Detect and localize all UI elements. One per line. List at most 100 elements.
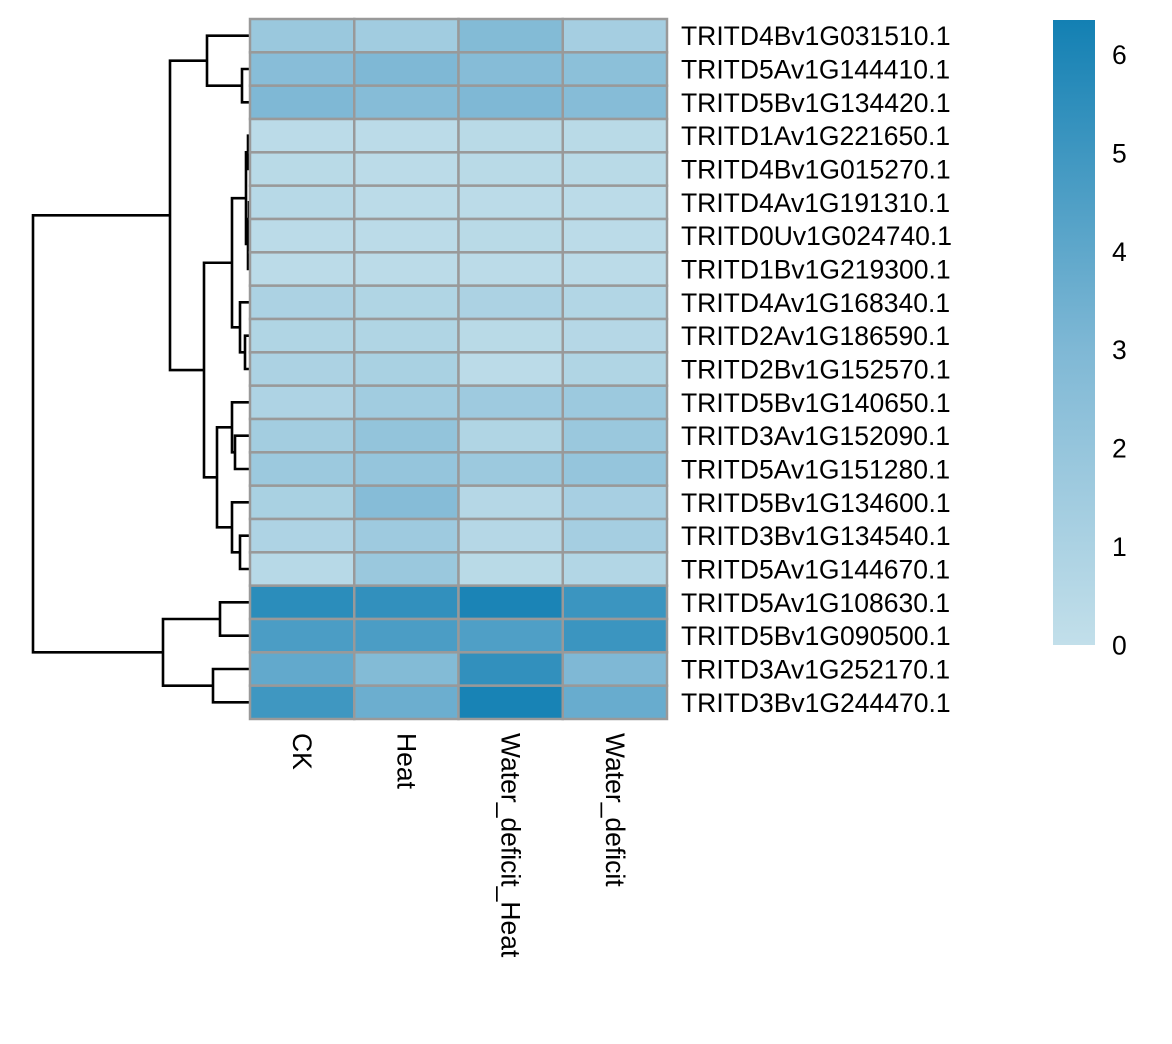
row-label: TRITD5Av1G144670.1 [681,555,950,585]
heatmap-cell [248,451,356,487]
heatmap-cell [561,484,669,521]
heatmap-cell [561,417,669,454]
heatmap-cell [353,51,460,87]
heatmap-cell [457,551,564,587]
heatmap-cells [248,17,669,721]
heatmap-cell [248,484,356,521]
row-label: TRITD5Bv1G134420.1 [681,88,951,118]
row-label: TRITD1Bv1G219300.1 [681,255,951,285]
heatmap-cell [248,584,356,621]
heatmap-cell [561,317,669,354]
color-legend-tick-label: 3 [1112,335,1127,365]
row-label: TRITD5Av1G151280.1 [681,455,950,485]
heatmap-cell [457,651,564,687]
dendrogram-branch [211,667,250,704]
heatmap-cell [457,84,564,121]
heatmap-cell [561,351,669,387]
heatmap-cell [353,17,460,54]
heatmap-cell [457,251,564,287]
heatmap-cell [561,51,669,87]
heatmap-cell [353,651,460,687]
dendrogram-branch [31,214,170,654]
color-legend-tick-label: 4 [1112,237,1127,267]
heatmap-cell [561,217,669,254]
color-legend: 0 1 2 3 4 5 6 [1053,20,1127,661]
heatmap-cell [248,184,356,221]
heatmap-cell [248,51,356,87]
heatmap-cell [248,17,356,54]
dendrogram-branch [233,434,250,471]
heatmap-cell [457,317,564,354]
row-label: TRITD5Bv1G090500.1 [681,621,951,651]
heatmap-cell [561,284,669,321]
heatmap-cell [457,184,564,221]
row-label: TRITD2Bv1G152570.1 [681,355,951,385]
heatmap-cell [248,551,356,587]
row-label: TRITD3Av1G152090.1 [681,421,950,451]
column-labels: CK Heat Water_deficit_Heat Water_deficit [287,733,630,958]
heatmap-cell [353,117,460,154]
row-label: TRITD4Av1G191310.1 [681,188,950,218]
heatmap-cell [457,451,564,487]
heatmap-cell [457,584,564,621]
heatmap-cell [248,351,356,387]
heatmap-cell [248,284,356,321]
heatmap-cell [457,351,564,387]
heatmap-cell [353,684,460,721]
row-label: TRITD1Av1G221650.1 [681,121,950,151]
row-label: TRITD5Bv1G134600.1 [681,488,951,518]
heatmap-cell [353,351,460,387]
heatmap-cell [457,217,564,254]
heatmap-cell [457,484,564,521]
heatmap-cell [353,184,460,221]
row-label: TRITD2Av1G186590.1 [681,321,950,351]
heatmap-cell [353,551,460,587]
heatmap-cell [248,684,356,721]
heatmap-cell [561,17,669,54]
heatmap-cell [248,384,356,421]
column-label: CK [287,733,317,770]
row-label: TRITD3Av1G252170.1 [681,655,950,685]
heatmap-cell [248,617,356,654]
dendrogram-branch [238,534,250,571]
heatmap-cell [353,384,460,421]
dendrogram-branch [215,426,232,529]
heatmap-cell [353,451,460,487]
heatmap-cell [353,251,460,287]
heatmap-cell [457,617,564,654]
row-labels: TRITD4Bv1G031510.1TRITD5Av1G144410.1TRIT… [681,21,952,718]
heatmap-cell [561,517,669,554]
column-label: Water_deficit_Heat [496,733,526,958]
heatmap-cell [561,451,669,487]
heatmap-cell [353,484,460,521]
heatmap-cell [353,284,460,321]
heatmap-cell [353,217,460,254]
heatmap-cell [353,584,460,621]
heatmap-cell [561,151,669,187]
heatmap-cell [561,617,669,654]
row-label: TRITD3Bv1G134540.1 [681,521,951,551]
row-label: TRITD4Bv1G031510.1 [681,21,951,51]
color-legend-tick-label: 1 [1112,532,1127,562]
heatmap-cell [561,184,669,221]
dendrogram-branch [161,617,220,687]
heatmap-cell [248,251,356,287]
heatmap-cell [353,317,460,354]
heatmap-cell [353,151,460,187]
row-label: TRITD5Av1G108630.1 [681,588,950,618]
heatmap-cell [561,584,669,621]
dendrogram-branch [168,59,207,372]
heatmap-cell [457,151,564,187]
row-label: TRITD4Bv1G015270.1 [681,155,951,185]
heatmap-cell [457,384,564,421]
dendrogram-branch [205,34,250,87]
heatmap-cell [248,517,356,554]
heatmap-cell [561,384,669,421]
row-label: TRITD0Uv1G024740.1 [681,221,952,251]
heatmap-cell [457,684,564,721]
heatmap-cell [353,517,460,554]
heatmap-cell [561,684,669,721]
color-legend-bar [1053,20,1095,645]
row-label: TRITD5Av1G144410.1 [681,55,950,85]
